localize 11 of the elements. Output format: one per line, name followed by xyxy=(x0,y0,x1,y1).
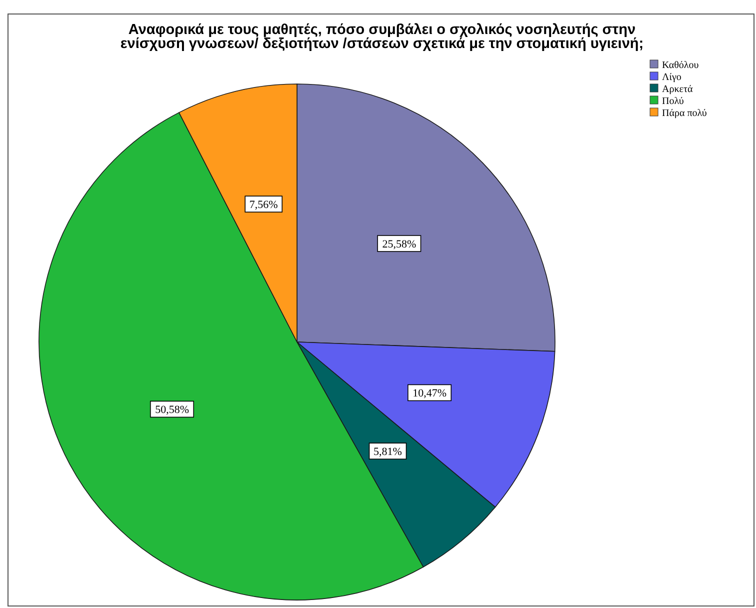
legend-label: Πολύ xyxy=(662,96,684,107)
data-label: 25,58% xyxy=(382,238,416,251)
data-label: 10,47% xyxy=(412,388,446,400)
chart-title: Αναφορικά με τους μαθητές, πόσο συμβάλει ο σχολικός νοσηλευτής στην ενίσχυση γνωσεων/ δεξιοτήτων /στάσεων σχετικά με την στοματική υγιεινή; xyxy=(120,22,644,52)
data-label: 7,56% xyxy=(249,199,278,212)
legend-label: Πάρα πολύ xyxy=(662,108,707,119)
legend-label: Καθόλου xyxy=(662,60,699,71)
legend-label: Λίγο xyxy=(662,72,682,83)
legend-label: Αρκετά xyxy=(662,84,694,95)
data-label: 50,58% xyxy=(155,404,189,416)
data-label: 5,81% xyxy=(374,446,402,458)
